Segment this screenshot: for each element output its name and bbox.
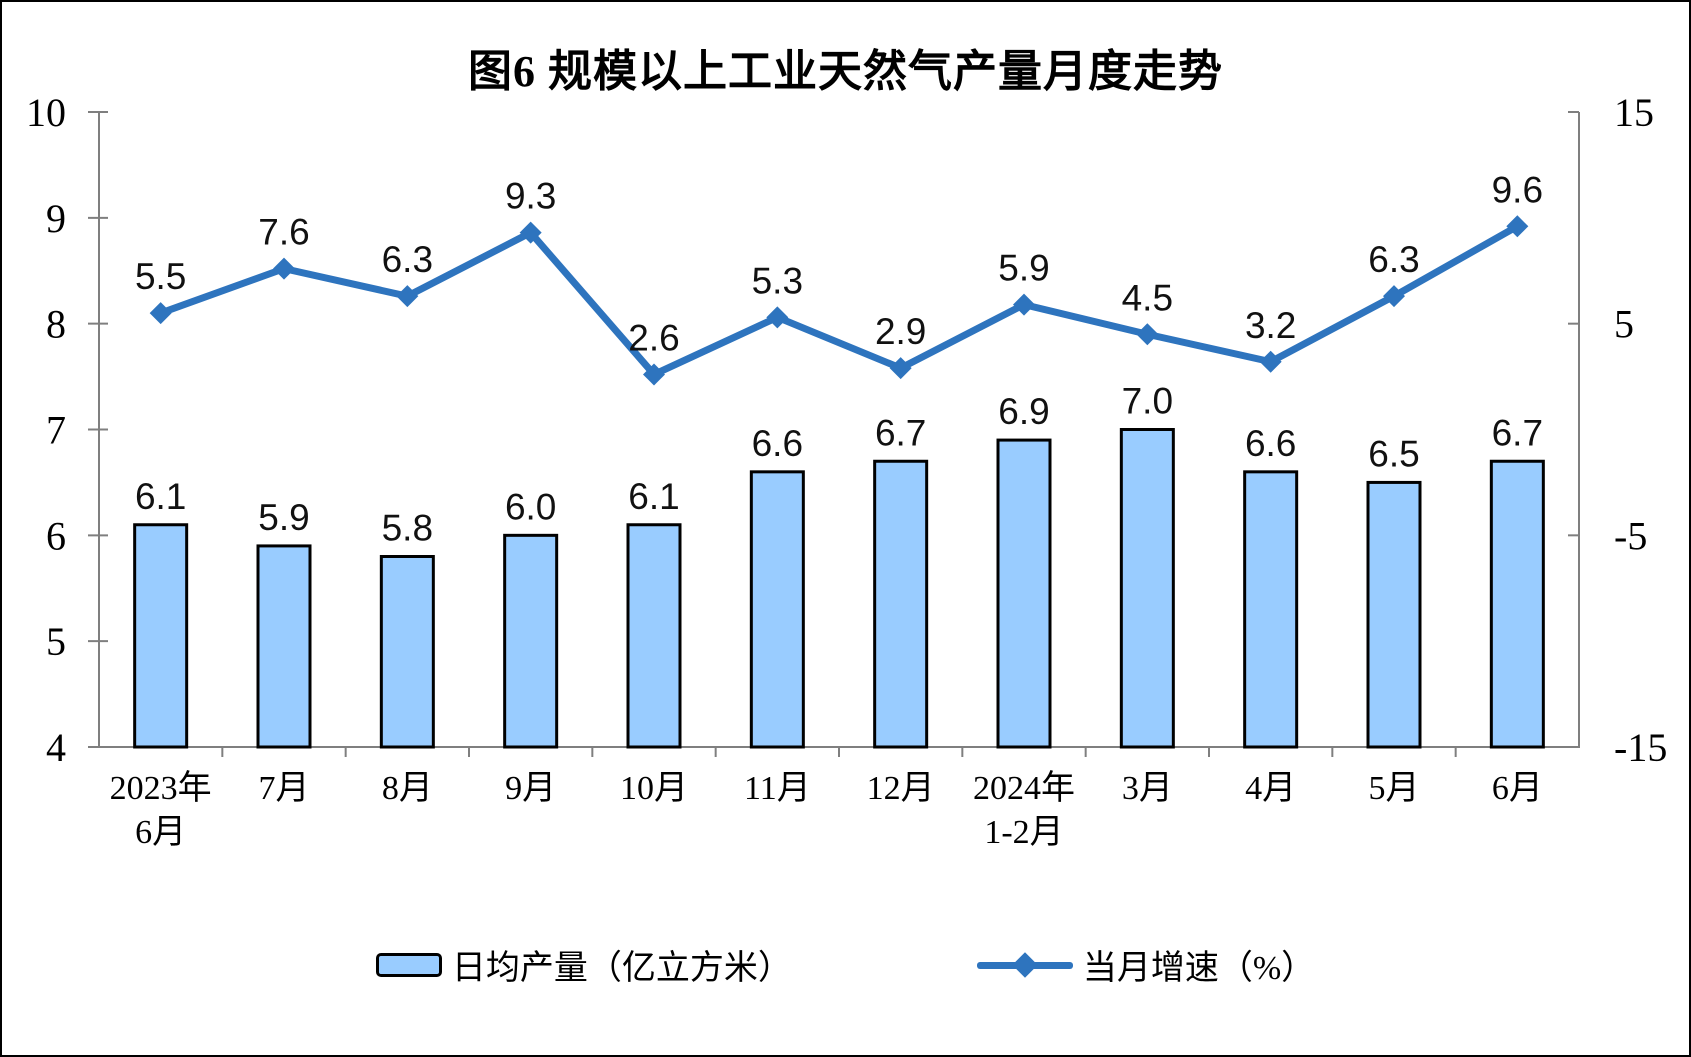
svg-text:3月: 3月 [1122,770,1173,807]
line-markers [149,215,1529,386]
line-swatch-icon [976,951,1073,978]
svg-text:6.3: 6.3 [382,239,433,280]
legend-item-daily-output: 日均产量（亿立方米） [375,940,792,989]
svg-text:5: 5 [46,619,66,664]
left-axis-labels: 10 9 8 7 6 5 4 [26,90,66,770]
svg-text:11月: 11月 [744,770,811,807]
svg-text:10: 10 [26,90,66,135]
svg-text:7月: 7月 [259,770,310,807]
line-labels: 5.5 7.6 6.3 9.3 2.6 5.3 2.9 5.9 4.5 3.2 6.3 9.6 [135,169,1543,358]
svg-text:2.6: 2.6 [628,317,679,358]
growth-line [159,223,1520,379]
svg-text:6.9: 6.9 [998,391,1049,432]
svg-text:6.5: 6.5 [1368,433,1419,474]
svg-text:9.3: 9.3 [505,176,556,217]
axes [88,111,1580,757]
svg-text:3.2: 3.2 [1245,305,1296,346]
x-axis-labels: 2023年 6月 7月 8月 9月 10月 11月 12月 2024年 1-2月 3月 4月 5月 6月 [110,769,1543,851]
svg-text:15: 15 [1614,90,1654,135]
svg-text:6.6: 6.6 [1245,423,1296,464]
svg-text:6.7: 6.7 [1492,412,1543,453]
svg-text:4.5: 4.5 [1122,277,1173,318]
svg-text:6.7: 6.7 [875,412,926,453]
bars [133,428,1545,749]
svg-text:-5: -5 [1614,513,1647,558]
svg-text:5.9: 5.9 [258,497,309,538]
svg-text:6.0: 6.0 [505,486,556,527]
svg-text:4: 4 [46,725,66,770]
chart-title: 图6 规模以上工业天然气产量月度走势 [468,47,1223,96]
svg-text:5.8: 5.8 [382,508,433,549]
bar-labels: 6.1 5.9 5.8 6.0 6.1 6.6 6.7 6.9 7.0 6.6 6.5 6.7 [135,381,1543,549]
svg-text:8: 8 [46,302,66,347]
legend: 日均产量（亿立方米） 当月增速（%） [2,940,1689,989]
svg-text:9: 9 [46,196,66,241]
svg-text:5: 5 [1614,302,1634,347]
svg-text:5月: 5月 [1369,770,1420,807]
diamond-marker-icon [1012,951,1038,978]
svg-text:9.6: 9.6 [1492,169,1543,210]
svg-text:-15: -15 [1614,725,1667,770]
svg-text:6.6: 6.6 [752,423,803,464]
svg-text:10月: 10月 [620,770,688,807]
svg-text:6.1: 6.1 [135,476,186,517]
svg-text:6: 6 [46,513,66,558]
svg-text:6月: 6月 [1492,770,1543,807]
svg-text:7.6: 7.6 [258,212,309,253]
svg-text:5.9: 5.9 [998,248,1049,289]
svg-text:2.9: 2.9 [875,311,926,352]
bar-swatch-icon [375,952,442,977]
svg-text:7.0: 7.0 [1122,381,1173,422]
svg-text:6.1: 6.1 [628,476,679,517]
svg-text:9月: 9月 [505,770,556,807]
legend-label-growth-rate: 当月增速（%） [1082,950,1316,987]
right-axis-labels: 15 5 -5 -15 [1614,90,1667,770]
svg-text:6.3: 6.3 [1368,239,1419,280]
svg-text:12月: 12月 [867,770,935,807]
legend-label-daily-output: 日均产量（亿立方米） [451,950,792,987]
svg-text:8月: 8月 [382,770,433,807]
svg-text:5.5: 5.5 [135,256,186,297]
svg-text:4月: 4月 [1245,770,1296,807]
svg-text:7: 7 [46,408,66,453]
legend-item-growth-rate: 当月增速（%） [976,940,1316,989]
svg-text:5.3: 5.3 [752,260,803,301]
